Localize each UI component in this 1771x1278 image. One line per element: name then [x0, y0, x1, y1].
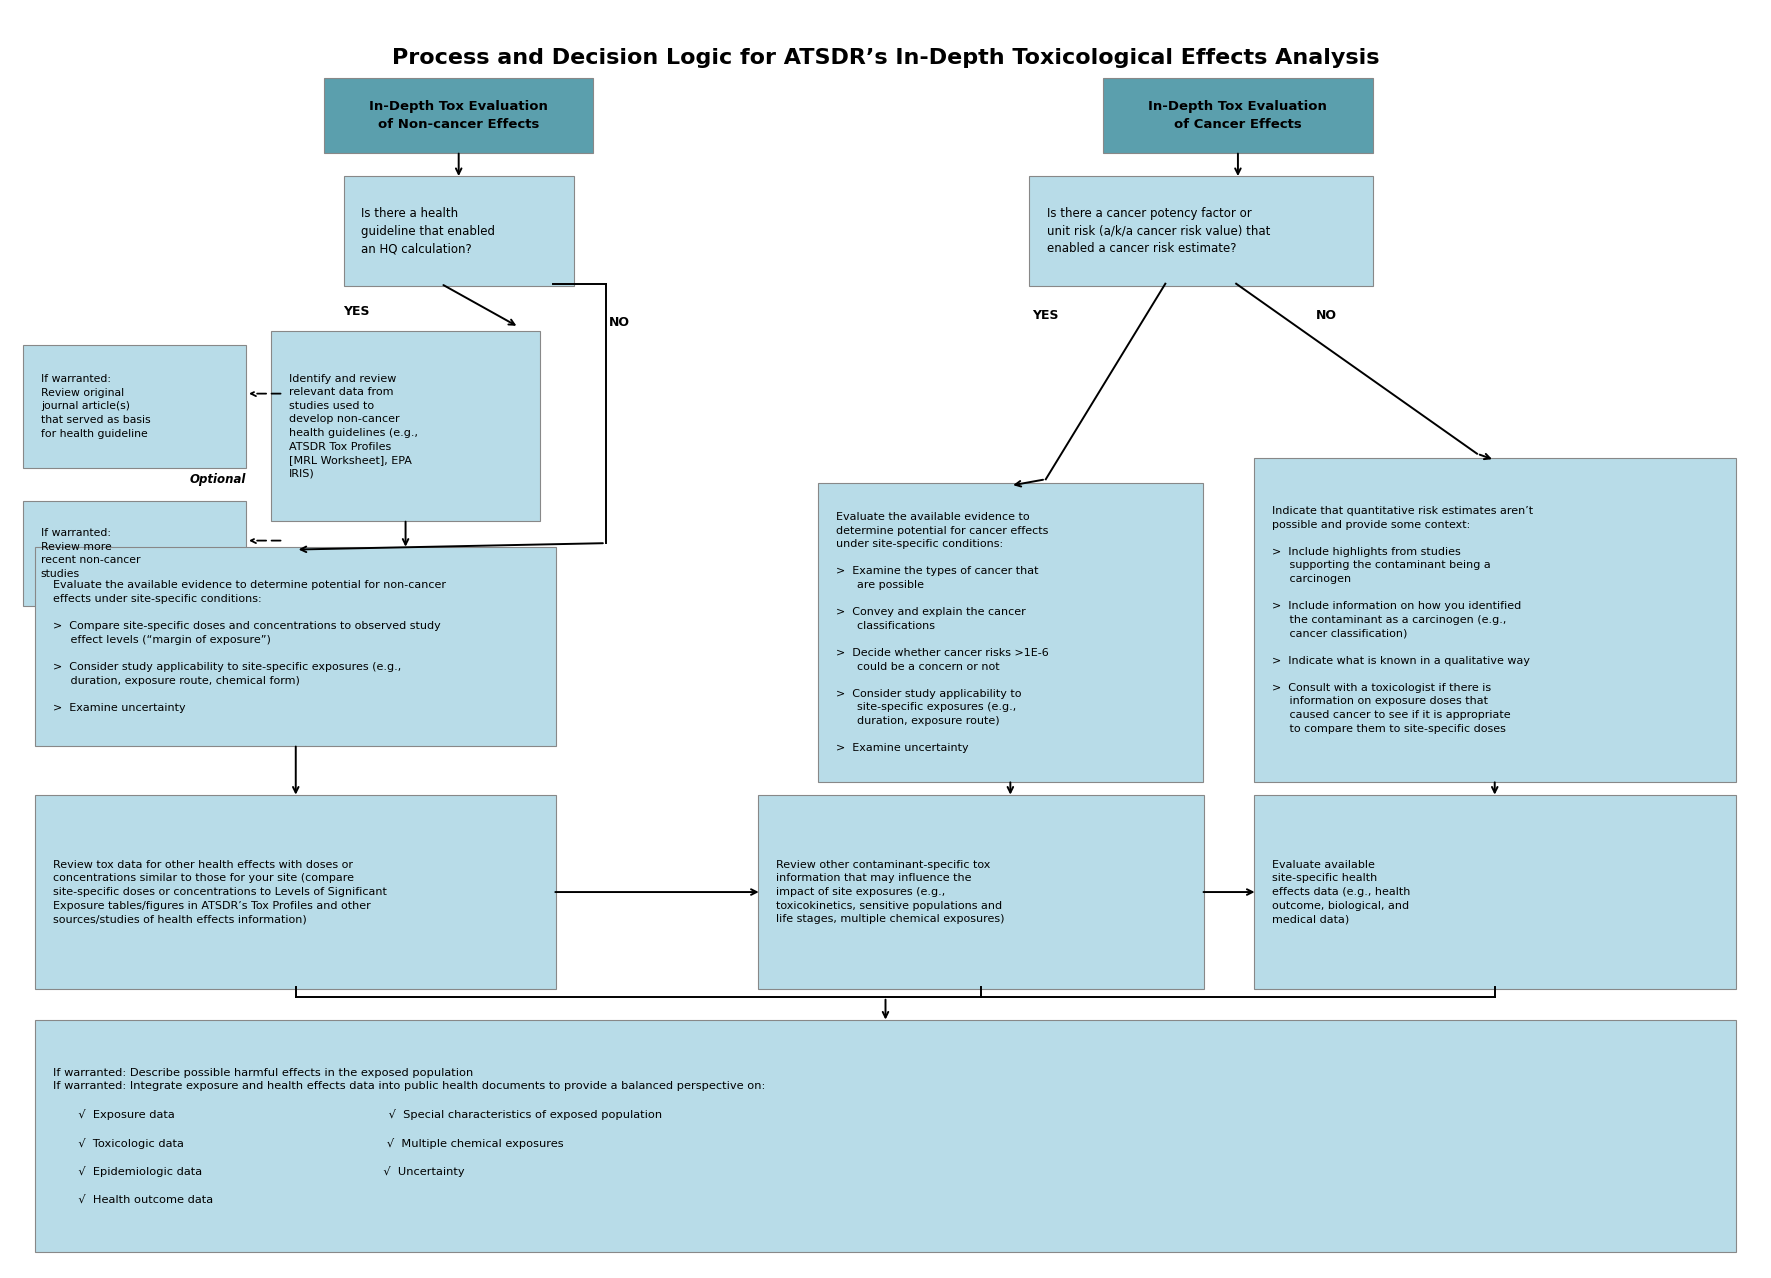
FancyBboxPatch shape [35, 1020, 1736, 1252]
Text: If warranted:
Review more
recent non-cancer
studies: If warranted: Review more recent non-can… [41, 528, 140, 579]
Text: If warranted:
Review original
journal article(s)
that served as basis
for health: If warranted: Review original journal ar… [41, 374, 151, 438]
Text: Is there a health
guideline that enabled
an HQ calculation?: Is there a health guideline that enabled… [361, 207, 496, 256]
FancyBboxPatch shape [1254, 458, 1736, 782]
Text: YES: YES [344, 305, 370, 318]
FancyBboxPatch shape [35, 547, 556, 746]
Text: Indicate that quantitative risk estimates aren’t
possible and provide some conte: Indicate that quantitative risk estimate… [1272, 506, 1532, 734]
FancyBboxPatch shape [1103, 78, 1373, 153]
Text: In-Depth Tox Evaluation
of Non-cancer Effects: In-Depth Tox Evaluation of Non-cancer Ef… [368, 101, 549, 130]
FancyBboxPatch shape [1029, 176, 1373, 286]
Text: In-Depth Tox Evaluation
of Cancer Effects: In-Depth Tox Evaluation of Cancer Effect… [1148, 101, 1328, 130]
Text: NO: NO [1316, 309, 1337, 322]
Text: Evaluate available
site-specific health
effects data (e.g., health
outcome, biol: Evaluate available site-specific health … [1272, 860, 1410, 924]
Text: Process and Decision Logic for ATSDR’s In-Depth Toxicological Effects Analysis: Process and Decision Logic for ATSDR’s I… [391, 47, 1380, 68]
FancyBboxPatch shape [271, 331, 540, 521]
Text: NO: NO [609, 316, 630, 328]
Text: If warranted: Describe possible harmful effects in the exposed population
If war: If warranted: Describe possible harmful … [53, 1067, 765, 1205]
Text: Review other contaminant-specific tox
information that may influence the
impact : Review other contaminant-specific tox in… [776, 860, 1004, 924]
Text: Evaluate the available evidence to
determine potential for cancer effects
under : Evaluate the available evidence to deter… [836, 512, 1048, 753]
FancyBboxPatch shape [758, 795, 1204, 989]
Text: Optional: Optional [189, 473, 246, 487]
Text: Review tox data for other health effects with doses or
concentrations similar to: Review tox data for other health effects… [53, 860, 388, 924]
Text: Identify and review
relevant data from
studies used to
develop non-cancer
health: Identify and review relevant data from s… [289, 373, 418, 479]
Text: Evaluate the available evidence to determine potential for non-cancer
effects un: Evaluate the available evidence to deter… [53, 580, 446, 713]
FancyBboxPatch shape [23, 345, 246, 468]
FancyBboxPatch shape [35, 795, 556, 989]
FancyBboxPatch shape [344, 176, 574, 286]
FancyBboxPatch shape [818, 483, 1203, 782]
FancyBboxPatch shape [1254, 795, 1736, 989]
Text: YES: YES [1032, 309, 1059, 322]
FancyBboxPatch shape [23, 501, 246, 606]
Text: Is there a cancer potency factor or
unit risk (a/k/a cancer risk value) that
ena: Is there a cancer potency factor or unit… [1047, 207, 1270, 256]
FancyBboxPatch shape [324, 78, 593, 153]
